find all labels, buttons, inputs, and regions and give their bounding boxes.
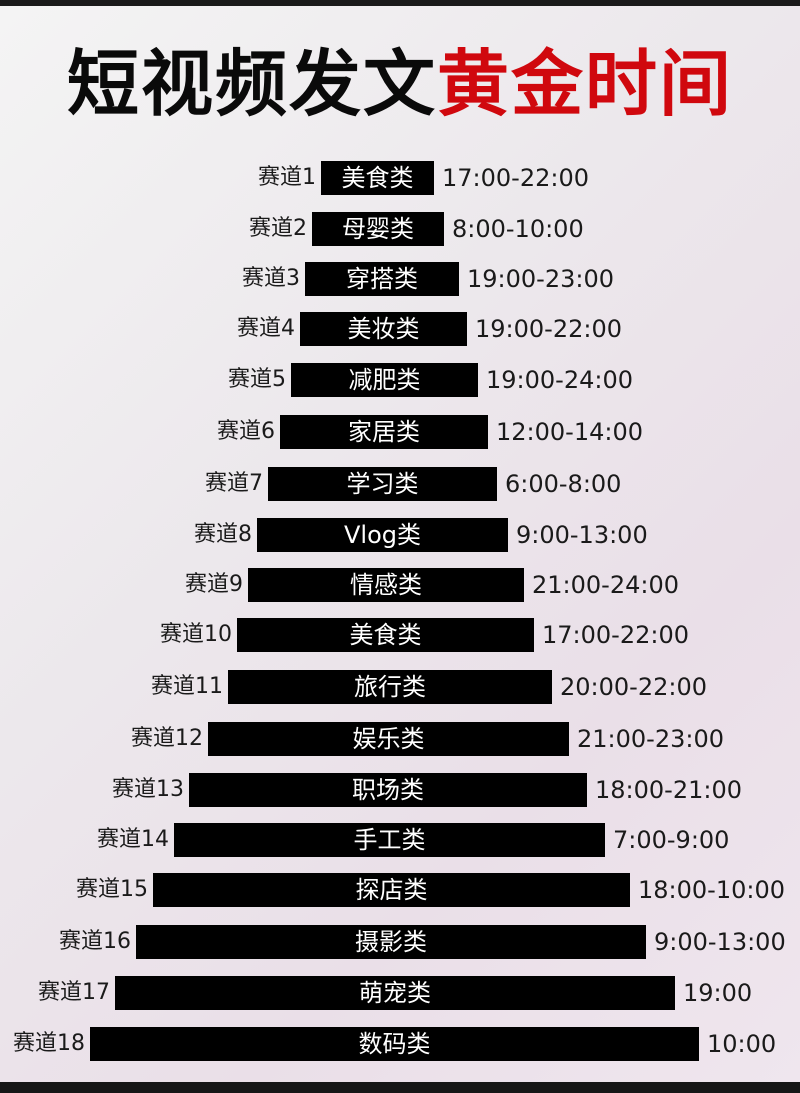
- category-bar: 数码类: [90, 1027, 699, 1061]
- track-label: 赛道5: [228, 367, 286, 392]
- posting-time: 17:00-22:00: [442, 164, 589, 192]
- posting-time: 9:00-13:00: [516, 521, 648, 549]
- track-label: 赛道15: [76, 877, 148, 902]
- track-row: 赛道8 Vlog类 9:00-13:00: [0, 517, 800, 553]
- category-bar: 娱乐类: [208, 722, 569, 756]
- posting-time: 18:00-10:00: [638, 876, 785, 904]
- category-bar: Vlog类: [257, 518, 508, 552]
- track-row: 赛道7 学习类 6:00-8:00: [0, 466, 800, 502]
- category-bar: 穿搭类: [305, 262, 459, 296]
- category-bar: 探店类: [153, 873, 630, 907]
- track-row: 赛道12 娱乐类 21:00-23:00: [0, 721, 800, 757]
- posting-time: 7:00-9:00: [613, 826, 730, 854]
- title-red-part: 黄金时间: [437, 42, 734, 126]
- track-label: 赛道3: [242, 266, 300, 291]
- track-row: 赛道4 美妆类 19:00-22:00: [0, 311, 800, 347]
- category-bar: 职场类: [189, 773, 587, 807]
- track-row: 赛道14 手工类 7:00-9:00: [0, 822, 800, 858]
- track-label: 赛道7: [205, 471, 263, 496]
- track-label: 赛道1: [258, 165, 316, 190]
- posting-time: 8:00-10:00: [452, 215, 584, 243]
- track-label: 赛道4: [237, 316, 295, 341]
- category-bar: 美妆类: [300, 312, 467, 346]
- posting-time: 6:00-8:00: [505, 470, 622, 498]
- posting-time: 18:00-21:00: [595, 776, 742, 804]
- track-row: 赛道1 美食类 17:00-22:00: [0, 160, 800, 196]
- category-bar: 旅行类: [228, 670, 552, 704]
- track-row: 赛道18 数码类 10:00: [0, 1026, 800, 1062]
- track-row: 赛道6 家居类 12:00-14:00: [0, 414, 800, 450]
- track-label: 赛道9: [185, 572, 243, 597]
- track-row: 赛道17 萌宠类 19:00: [0, 975, 800, 1011]
- posting-time: 10:00: [707, 1030, 777, 1058]
- bottom-edge-bar: [0, 1082, 800, 1093]
- posting-time: 21:00-24:00: [532, 571, 679, 599]
- posting-time: 19:00-23:00: [467, 265, 614, 293]
- track-row: 赛道9 情感类 21:00-24:00: [0, 567, 800, 603]
- top-edge-bar: [0, 0, 800, 6]
- track-row: 赛道11 旅行类 20:00-22:00: [0, 669, 800, 705]
- track-label: 赛道2: [249, 216, 307, 241]
- title-black-part: 短视频发文: [66, 42, 437, 126]
- track-label: 赛道16: [59, 929, 131, 954]
- posting-time: 9:00-13:00: [654, 928, 786, 956]
- category-bar: 萌宠类: [115, 976, 675, 1010]
- posting-time: 21:00-23:00: [577, 725, 724, 753]
- track-row: 赛道2 母婴类 8:00-10:00: [0, 211, 800, 247]
- track-row: 赛道3 穿搭类 19:00-23:00: [0, 261, 800, 297]
- posting-time: 19:00-24:00: [486, 366, 633, 394]
- posting-time: 19:00-22:00: [475, 315, 622, 343]
- posting-time: 12:00-14:00: [496, 418, 643, 446]
- track-row: 赛道5 减肥类 19:00-24:00: [0, 362, 800, 398]
- track-label: 赛道6: [217, 419, 275, 444]
- track-label: 赛道13: [112, 777, 184, 802]
- track-row: 赛道15 探店类 18:00-10:00: [0, 872, 800, 908]
- category-bar: 母婴类: [312, 212, 444, 246]
- page-title: 短视频发文黄金时间: [0, 34, 800, 134]
- category-bar: 美食类: [237, 618, 534, 652]
- category-bar: 学习类: [268, 467, 497, 501]
- posting-time: 19:00: [683, 979, 753, 1007]
- category-bar: 手工类: [174, 823, 605, 857]
- posting-time: 17:00-22:00: [542, 621, 689, 649]
- track-row: 赛道13 职场类 18:00-21:00: [0, 772, 800, 808]
- category-bar: 情感类: [248, 568, 524, 602]
- track-row: 赛道10 美食类 17:00-22:00: [0, 617, 800, 653]
- track-label: 赛道8: [194, 522, 252, 547]
- track-label: 赛道17: [38, 980, 110, 1005]
- category-bar: 减肥类: [291, 363, 478, 397]
- track-label: 赛道18: [13, 1031, 85, 1056]
- category-bar: 美食类: [321, 161, 434, 195]
- category-bar: 摄影类: [136, 925, 646, 959]
- track-row: 赛道16 摄影类 9:00-13:00: [0, 924, 800, 960]
- track-label: 赛道11: [151, 674, 223, 699]
- posting-time: 20:00-22:00: [560, 673, 707, 701]
- track-label: 赛道14: [97, 827, 169, 852]
- track-label: 赛道12: [131, 726, 203, 751]
- track-label: 赛道10: [160, 622, 232, 647]
- category-bar: 家居类: [280, 415, 488, 449]
